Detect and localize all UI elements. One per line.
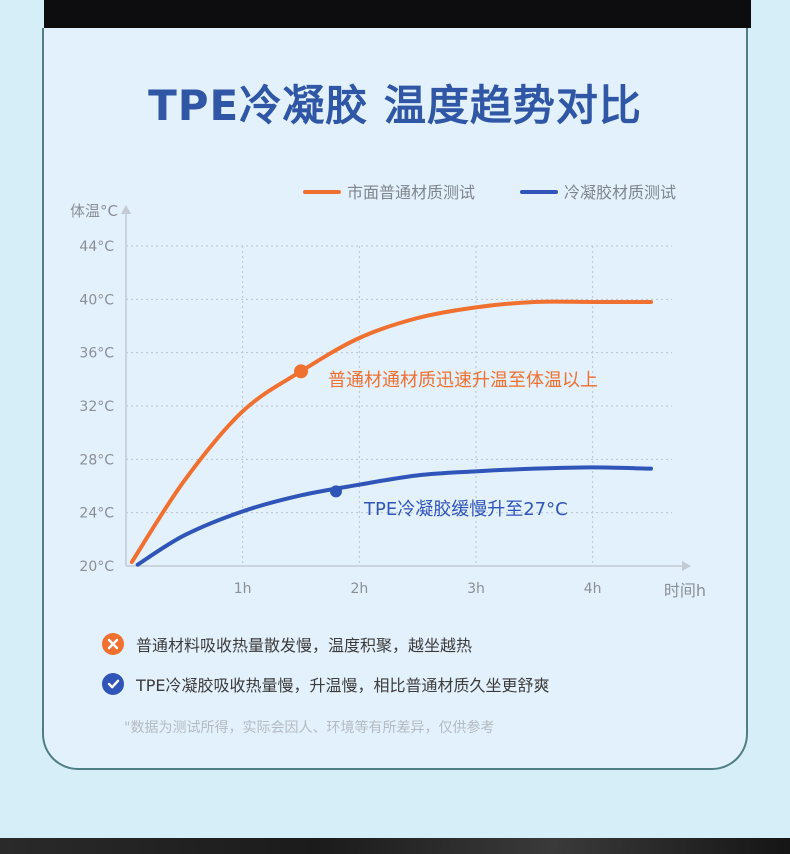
x-circle-icon xyxy=(102,633,124,655)
y-tick-label: 36°C xyxy=(79,346,114,362)
legend-label: 冷凝胶材质测试 xyxy=(564,183,676,202)
legend-label: 市面普通材质测试 xyxy=(347,183,475,202)
notes-list: 普通材料吸收热量散发慢，温度积聚，越坐越热 TPE冷凝胶吸收热量慢，升温慢，相比… xyxy=(102,632,722,712)
y-tick-label: 28°C xyxy=(79,452,114,468)
check-circle-icon xyxy=(102,673,124,695)
y-tick-label: 32°C xyxy=(79,399,114,415)
x-tick-label: 3h xyxy=(467,581,485,597)
series-annotation: 普通材通材质迅速升温至体温以上 xyxy=(328,370,598,391)
note-text-market: 普通材料吸收热量散发慢，温度积聚，越坐越热 xyxy=(136,636,473,655)
top-dark-bar xyxy=(44,0,751,28)
series-marker xyxy=(330,485,342,498)
series-annotation: TPE冷凝胶缓慢升至27°C xyxy=(363,499,568,520)
disclaimer-text: "数据为测试所得，实际会因人、环境等有所差异，仅供参考 xyxy=(124,720,495,736)
y-tick-label: 20°C xyxy=(79,559,114,575)
comparison-card xyxy=(42,28,748,770)
x-axis-label: 时间h xyxy=(664,581,706,600)
bottom-photo-strip xyxy=(0,838,790,854)
page-title: TPE冷凝胶 温度趋势对比 xyxy=(148,81,642,130)
x-tick-label: 2h xyxy=(350,581,368,597)
x-tick-label: 1h xyxy=(234,581,252,597)
note-item-tpe: TPE冷凝胶吸收热量慢，升温慢，相比普通材质久坐更舒爽 xyxy=(102,672,722,696)
y-axis-label: 体温°C xyxy=(70,202,118,220)
x-tick-label: 4h xyxy=(584,581,602,597)
y-tick-label: 40°C xyxy=(79,292,114,308)
note-item-market: 普通材料吸收热量散发慢，温度积聚，越坐越热 xyxy=(102,632,722,656)
y-tick-label: 24°C xyxy=(79,506,114,522)
series-line xyxy=(129,299,653,564)
y-tick-label: 44°C xyxy=(79,239,114,255)
x-axis-arrow xyxy=(682,561,691,571)
y-axis-arrow xyxy=(121,205,131,214)
note-text-tpe: TPE冷凝胶吸收热量慢，升温慢，相比普通材质久坐更舒爽 xyxy=(136,676,550,695)
series-line xyxy=(135,465,653,567)
series-marker xyxy=(294,364,308,379)
